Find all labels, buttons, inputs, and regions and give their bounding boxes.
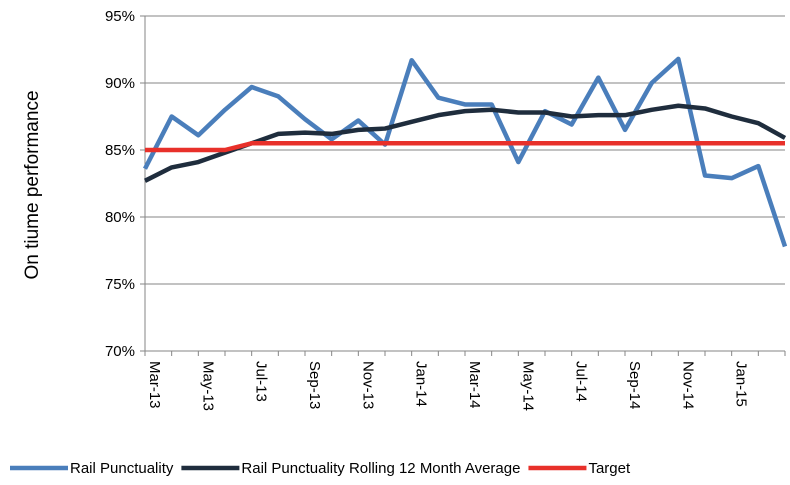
x-tick-label: May-13	[199, 361, 216, 411]
y-tick-label: 90%	[105, 75, 135, 92]
y-tick-label: 95%	[105, 8, 135, 25]
legend-label: Rail Punctuality Rolling 12 Month Averag…	[241, 460, 520, 477]
legend-label: Rail Punctuality	[70, 460, 174, 477]
series-line	[145, 141, 785, 153]
y-axis-label: On tiume performance	[22, 90, 43, 279]
y-tick-label: 75%	[105, 276, 135, 293]
y-tick-label: 70%	[105, 343, 135, 360]
x-tick-label: Mar-15	[786, 361, 790, 409]
series-line	[142, 56, 788, 248]
legend-label: Target	[588, 460, 631, 477]
x-tick-label: Mar-14	[466, 361, 483, 409]
x-tick-label: Jul-14	[573, 361, 590, 402]
x-tick-label: Nov-13	[359, 361, 376, 409]
x-tick-label: Jan-14	[413, 361, 430, 407]
x-tick-label: Jul-13	[253, 361, 270, 402]
x-tick-label: May-14	[519, 361, 536, 411]
x-tick-label: Sep-14	[626, 361, 643, 409]
x-tick-label: Nov-14	[679, 361, 696, 409]
x-tick-label: Sep-13	[306, 361, 323, 409]
x-tick-label: Jan-15	[733, 361, 750, 407]
x-tick-label: Mar-13	[146, 361, 163, 409]
y-tick-label: 80%	[105, 209, 135, 226]
y-tick-label: 85%	[105, 142, 135, 159]
